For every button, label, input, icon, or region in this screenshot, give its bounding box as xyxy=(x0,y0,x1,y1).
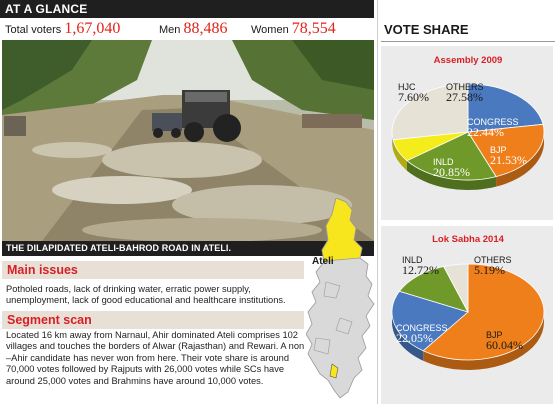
segment-scan-text: Located 16 km away from Narnaul, Ahir do… xyxy=(6,330,305,386)
total-voters-label: Total voters xyxy=(5,24,62,36)
photo-caption: THE DILAPIDATED ATELI-BAHROD ROAD IN ATE… xyxy=(2,241,374,256)
main-issues-text: Potholed roads, lack of drinking water, … xyxy=(6,284,286,306)
vote-share-heading: VOTE SHARE xyxy=(381,18,555,42)
pie-slice-inld xyxy=(398,266,469,313)
women-voters: Women 78,554 xyxy=(251,19,336,40)
women-voters-label: Women xyxy=(251,24,289,36)
pie-side-inld xyxy=(407,160,497,190)
pie-slice-others xyxy=(391,83,469,141)
total-voters: Total voters 1,67,040 xyxy=(5,19,120,40)
total-voters-value: 1,67,040 xyxy=(64,20,121,37)
assembly-2009-title: Assembly 2009 xyxy=(433,55,503,66)
pie-side-congress xyxy=(392,312,424,361)
loksabha-2014-pie-chart xyxy=(391,263,545,370)
road-photo xyxy=(2,40,374,241)
haryana-map: Ateli xyxy=(305,197,376,404)
assembly-2009-others-label: OTHERS 27.58% xyxy=(446,82,484,104)
state-map-illustration xyxy=(305,197,375,399)
loksabha-2014-congress-label: CONGRESS 22.05% xyxy=(396,323,448,345)
column-divider xyxy=(377,0,378,404)
pie-slice-others xyxy=(443,263,469,313)
voter-stats: Total voters 1,67,040 Men 88,486 Women 7… xyxy=(0,19,374,39)
assembly-2009-congress-label: CONGRESS 22.44% xyxy=(467,117,519,139)
pie-slice-bjp xyxy=(422,263,545,361)
assembly-2009-pie-chart xyxy=(391,83,545,190)
at-a-glance-header: AT A GLANCE xyxy=(0,0,374,18)
women-voters-value: 78,554 xyxy=(291,20,336,37)
men-voters-label: Men xyxy=(159,24,181,36)
segment-scan-heading: Segment scan xyxy=(2,311,304,329)
loksabha-2014-bjp-label: BJP 60.04% xyxy=(486,330,523,352)
main-issues-heading: Main issues xyxy=(2,261,304,279)
pie-slice-bjp xyxy=(467,123,545,178)
pie-side-bjp xyxy=(423,312,544,370)
loksabha-2014-others-label: OTHERS 5.19% xyxy=(474,255,512,277)
map-label-ateli: Ateli xyxy=(312,256,334,267)
loksabha-2014-inld-label: INLD 12.72% xyxy=(402,255,439,277)
men-voters-value: 88,486 xyxy=(183,20,228,37)
pie-slice-congress xyxy=(467,83,544,133)
assembly-2009-hjc-label: HJC 7.60% xyxy=(398,82,429,104)
men-voters: Men 88,486 xyxy=(159,19,227,40)
assembly-2009-inld-label: INLD 20.85% xyxy=(433,157,470,179)
pie-slice-inld xyxy=(406,131,497,181)
pie-side-hjc xyxy=(393,139,407,171)
assembly-2009-bjp-label: BJP 21.53% xyxy=(490,145,527,167)
pie-slice-congress xyxy=(391,290,469,352)
loksabha-2014-title: Lok Sabha 2014 xyxy=(432,234,504,245)
road-scene-illustration xyxy=(2,40,374,241)
